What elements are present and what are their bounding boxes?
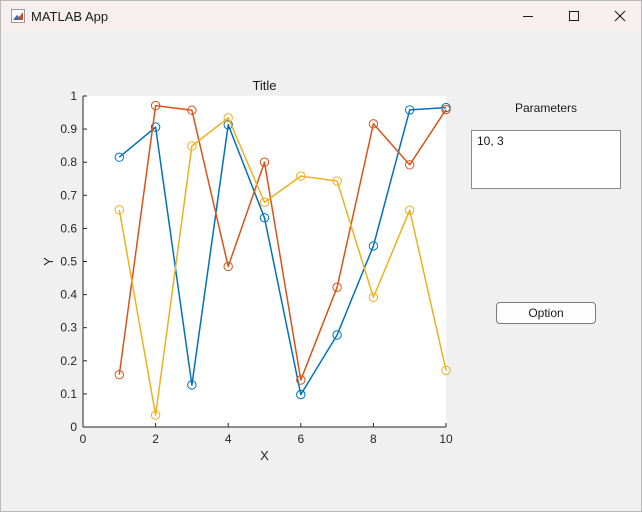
close-icon (614, 10, 626, 22)
matlab-logo-icon (11, 9, 25, 23)
minimize-button[interactable] (505, 1, 551, 31)
series-1-point (368, 241, 379, 251)
x-axis-label: X (260, 448, 269, 463)
series-2-point (223, 261, 233, 272)
series-1-point (223, 120, 233, 130)
series-2-point (187, 105, 197, 115)
x-tick-label: 8 (370, 432, 377, 446)
y-tick-label: 0.1 (60, 387, 77, 401)
title-bar[interactable]: MATLAB App (1, 1, 641, 31)
x-tick-label: 4 (225, 432, 232, 446)
y-tick-label: 0.9 (60, 122, 77, 136)
series-1-point (259, 213, 270, 223)
series-3-point (332, 176, 342, 186)
x-tick-label: 10 (439, 432, 453, 446)
series-1-point (296, 389, 306, 400)
y-tick-label: 0.4 (60, 288, 77, 302)
plot-axes[interactable]: 0 2 4 6 8 10 0 0.1 0.2 0.3 0.4 0.5 0.6 0.7 0.8 0.9 1 Titl… (1, 1, 461, 481)
y-tick-label: 0.3 (60, 321, 77, 335)
series-1-point (114, 152, 125, 162)
y-tick-label: 0.8 (60, 155, 77, 169)
series-3-point (223, 113, 233, 123)
series-1-point (332, 330, 342, 340)
series-3-point (405, 205, 415, 215)
minimize-icon (523, 16, 533, 17)
series-1-point (187, 380, 197, 390)
x-tick-label: 6 (297, 432, 304, 446)
y-tick-label: 0 (70, 420, 77, 434)
y-tick-label: 0.7 (60, 188, 77, 202)
series-3-point (368, 292, 379, 302)
series-3-point (259, 197, 270, 207)
window-title: MATLAB App (31, 9, 109, 24)
maximize-icon (569, 11, 579, 21)
series-2-point (259, 157, 270, 167)
series-2-point (332, 282, 342, 293)
series-2-point (150, 100, 161, 111)
close-button[interactable] (597, 1, 642, 31)
option-button[interactable]: Option (496, 302, 596, 324)
parameters-text-area[interactable]: 10, 3 (471, 130, 621, 189)
series-1-point (150, 122, 161, 132)
y-tick-label: 1 (70, 89, 77, 103)
series-2-line (118, 104, 447, 381)
series-2-point (405, 160, 415, 170)
series-3-point (441, 365, 451, 376)
y-tick-label: 0.2 (60, 354, 77, 368)
series-1-line (118, 106, 447, 396)
series-3-point (114, 205, 125, 215)
series-1-point (405, 105, 415, 115)
series-3-point (150, 410, 161, 420)
y-tick-label: 0.6 (60, 221, 77, 235)
series-2-point (114, 370, 125, 380)
chart-title: Title (252, 78, 276, 93)
series-3-line (118, 117, 447, 416)
series-2-point (296, 375, 306, 385)
y-axis-label: Y (41, 257, 56, 266)
y-tick-label: 0.5 (60, 255, 77, 269)
series-2-point (441, 104, 451, 115)
plot-area (83, 96, 446, 427)
series-3-point (187, 141, 197, 151)
maximize-button[interactable] (551, 1, 597, 31)
series-3-point (296, 171, 306, 181)
x-tick-label: 2 (152, 432, 159, 446)
x-tick-label: 0 (80, 432, 87, 446)
series-2-point (368, 119, 379, 129)
parameters-label: Parameters (514, 101, 578, 115)
